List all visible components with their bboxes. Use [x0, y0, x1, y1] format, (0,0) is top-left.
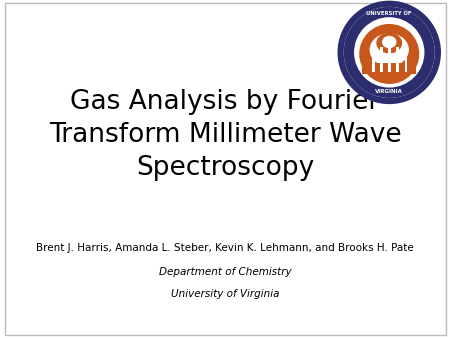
FancyBboxPatch shape — [373, 47, 375, 72]
Ellipse shape — [382, 36, 396, 48]
FancyBboxPatch shape — [362, 63, 416, 74]
FancyBboxPatch shape — [405, 47, 407, 72]
Ellipse shape — [369, 33, 409, 66]
FancyBboxPatch shape — [388, 47, 391, 72]
Text: Department of Chemistry: Department of Chemistry — [159, 267, 291, 277]
Ellipse shape — [344, 7, 435, 98]
Ellipse shape — [354, 17, 424, 88]
Text: University of Virginia: University of Virginia — [171, 289, 279, 299]
FancyBboxPatch shape — [380, 47, 383, 72]
FancyBboxPatch shape — [396, 47, 399, 72]
Text: ★: ★ — [419, 50, 423, 54]
Ellipse shape — [344, 7, 435, 98]
Text: Brent J. Harris, Amanda L. Steber, Kevin K. Lehmann, and Brooks H. Pate: Brent J. Harris, Amanda L. Steber, Kevin… — [36, 243, 414, 254]
Text: VIRGINIA: VIRGINIA — [375, 89, 403, 94]
Ellipse shape — [376, 33, 402, 53]
Text: Gas Analysis by Fourier
Transform Millimeter Wave
Spectroscopy: Gas Analysis by Fourier Transform Millim… — [49, 89, 401, 181]
Text: UNIVERSITY OF: UNIVERSITY OF — [366, 10, 412, 16]
Ellipse shape — [338, 1, 441, 104]
Ellipse shape — [359, 24, 419, 84]
Text: ★: ★ — [356, 50, 359, 54]
